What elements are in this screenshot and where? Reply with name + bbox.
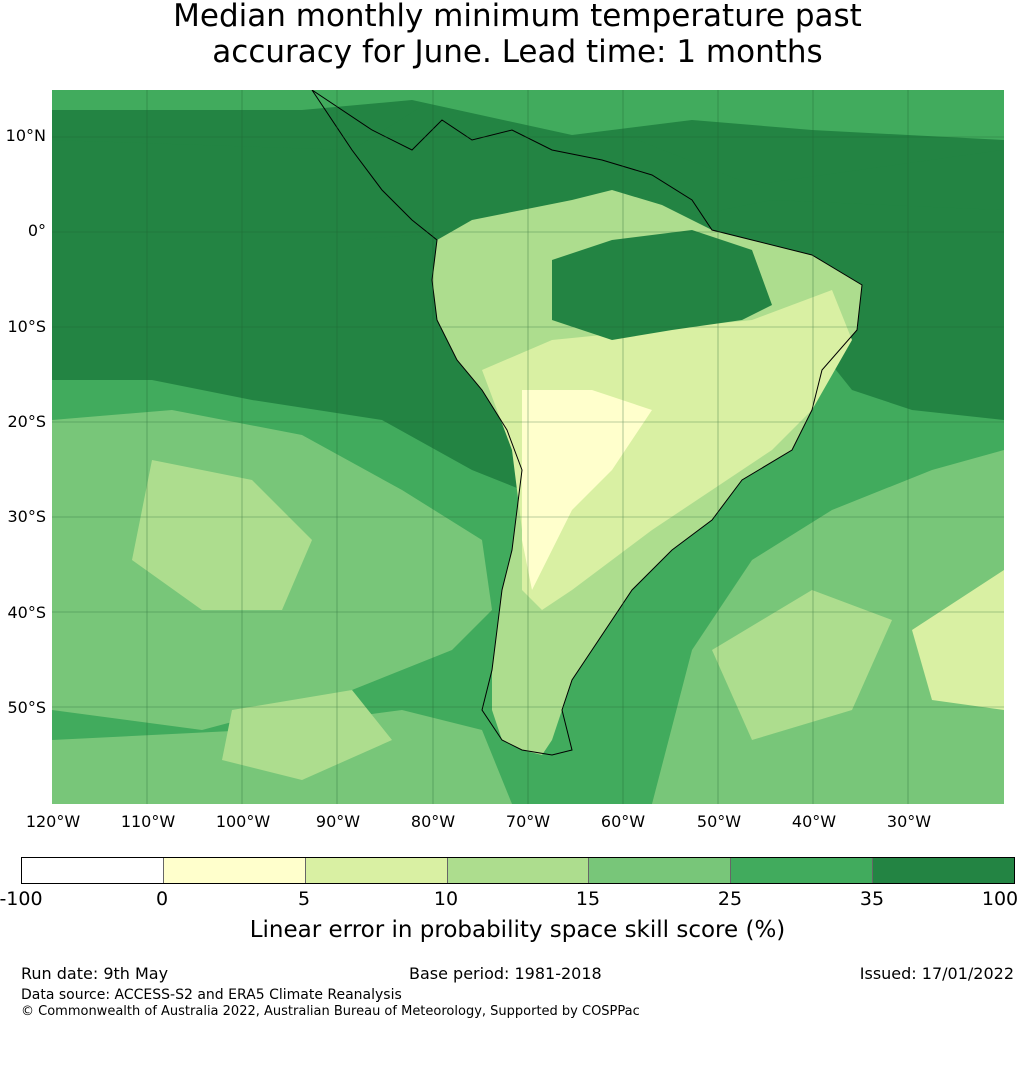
colorbar-segment-7 xyxy=(872,858,1015,883)
map-title: Median monthly minimum temperature past … xyxy=(0,0,1035,70)
lon-label-40w: 40°W xyxy=(791,812,837,831)
lat-label-0: 0° xyxy=(27,221,46,240)
colorbar-tick-label: 100 xyxy=(981,888,1019,910)
lon-label-30w: 30°W xyxy=(886,812,932,831)
lon-label-80w: 80°W xyxy=(410,812,456,831)
colorbar-segment-2 xyxy=(162,858,305,883)
coastline xyxy=(311,90,863,756)
continent-low-skill-area xyxy=(482,290,852,610)
colorbar xyxy=(21,857,1015,884)
skill-score-map xyxy=(52,90,1004,804)
copyright: © Commonwealth of Australia 2022, Austra… xyxy=(21,1004,640,1019)
lat-label-30s: 30°S xyxy=(7,507,46,526)
colorbar-segment-5 xyxy=(588,858,731,883)
lon-label-120w: 120°W xyxy=(25,812,81,831)
low-skill-patch-atlantic-east xyxy=(912,570,1004,710)
lon-label-60w: 60°W xyxy=(600,812,646,831)
map-title-line-2: accuracy for June. Lead time: 1 months xyxy=(212,34,823,70)
colorbar-tick-label: 15 xyxy=(575,888,601,910)
low-skill-patch-atlantic xyxy=(712,590,892,740)
lat-label-20s: 20°S xyxy=(7,412,46,431)
lat-label-10s: 10°S xyxy=(7,317,46,336)
colorbar-tick-label: 5 xyxy=(297,888,311,910)
colorbar-tick-label: 0 xyxy=(155,888,169,910)
colorbar-segment-6 xyxy=(730,858,873,883)
run-date: Run date: 9th May xyxy=(21,964,169,983)
colorbar-segment-4 xyxy=(446,858,589,883)
low-skill-patch-south xyxy=(222,690,392,780)
lon-label-110w: 110°W xyxy=(120,812,176,831)
amazon-high-skill-area xyxy=(552,230,772,340)
colorbar-segment-3 xyxy=(304,858,447,883)
lat-label-40s: 40°S xyxy=(7,603,46,622)
data-source: Data source: ACCESS-S2 and ERA5 Climate … xyxy=(21,987,402,1003)
lon-label-100w: 100°W xyxy=(215,812,271,831)
colorbar-tick-label: -100 xyxy=(0,888,43,910)
low-skill-patch-pacific xyxy=(132,460,312,610)
map-canvas xyxy=(52,90,1004,804)
map-title-line-1: Median monthly minimum temperature past xyxy=(173,0,862,34)
colorbar-tick-label: 10 xyxy=(433,888,459,910)
lon-label-90w: 90°W xyxy=(315,812,361,831)
colorbar-tick-label: 25 xyxy=(717,888,743,910)
high-skill-region-north xyxy=(52,100,1002,240)
colorbar-tick-label: 35 xyxy=(859,888,885,910)
colorbar-segment-1 xyxy=(22,858,163,883)
lon-label-70w: 70°W xyxy=(505,812,551,831)
colorbar-title: Linear error in probability space skill … xyxy=(249,917,786,943)
issued-date: Issued: 17/01/2022 xyxy=(859,964,1014,983)
lat-label-10n: 10°N xyxy=(5,126,46,145)
base-period: Base period: 1981-2018 xyxy=(409,964,602,983)
continent-very-low-skill-area xyxy=(522,390,652,590)
graticule xyxy=(52,90,1004,804)
lon-label-50w: 50°W xyxy=(696,812,742,831)
lat-label-50s: 50°S xyxy=(7,698,46,717)
